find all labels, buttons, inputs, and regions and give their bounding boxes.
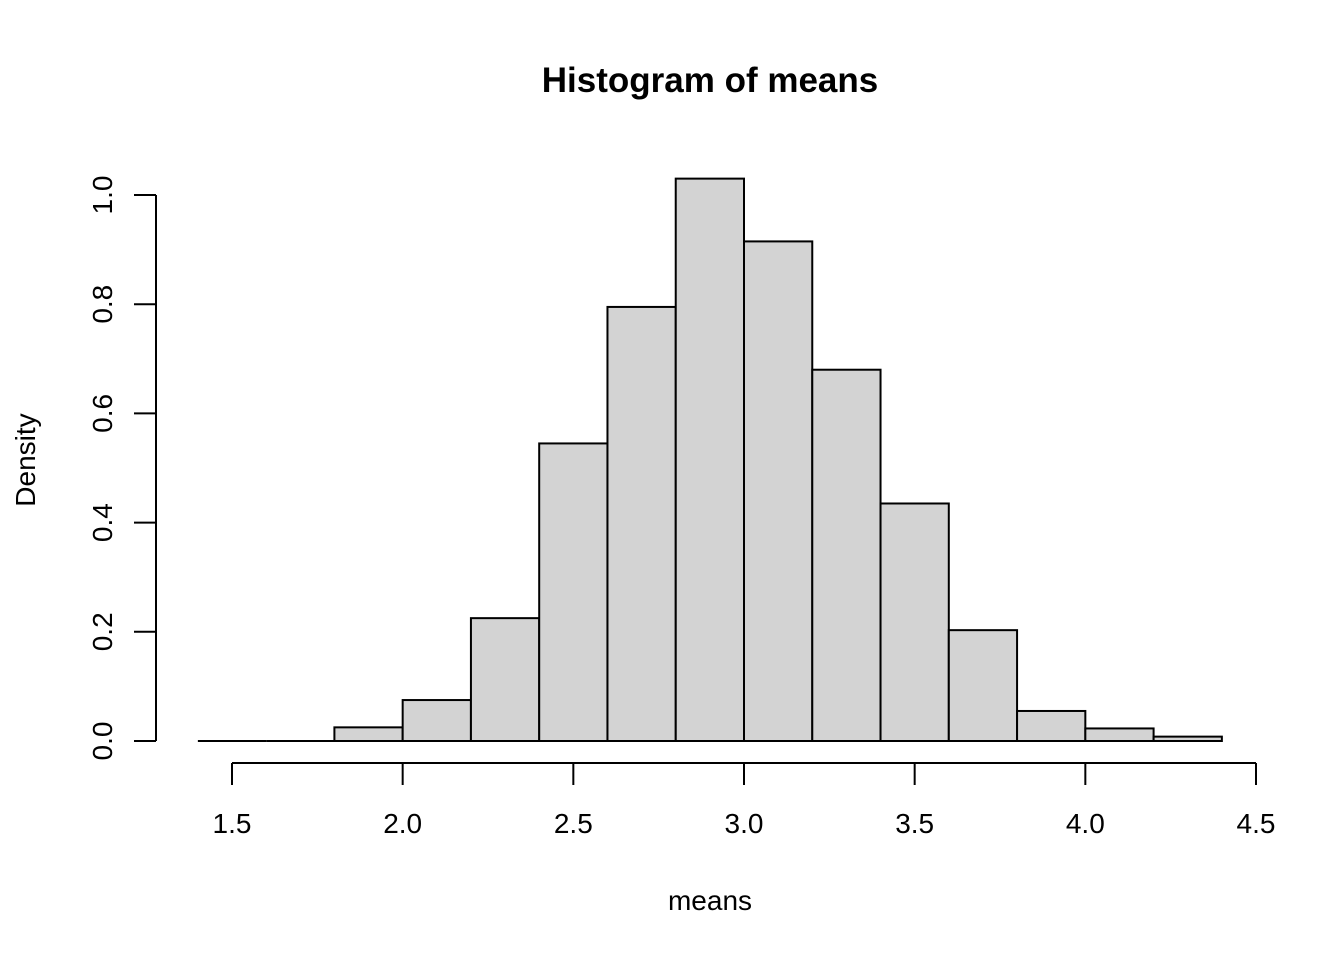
bars-group [197,177,1223,743]
x-tick-label-6: 4.5 [1237,808,1276,839]
histogram-bar-9 [811,368,882,742]
histogram-bar-7 [674,177,746,742]
y-tick-label-5: 1.0 [87,176,118,215]
x-axis: 1.5 2.0 2.5 3.0 3.5 4.0 4.5 [213,762,1276,839]
histogram-bar-8 [743,240,814,742]
histogram-bar-14 [1152,735,1223,743]
y-axis-label: Density [10,413,41,506]
x-tick-label-0: 1.5 [213,808,252,839]
histogram-bar-10 [879,502,950,742]
histogram-bar-2 [333,726,404,742]
y-axis: 0.0 0.2 0.4 0.6 0.8 1.0 [87,176,157,761]
histogram-bar-6 [606,305,677,742]
histogram-bar-12 [1016,709,1087,742]
histogram-bar-11 [947,629,1019,742]
x-tick-label-5: 4.0 [1066,808,1105,839]
histogram-bar-13 [1084,727,1155,743]
chart-title: Histogram of means [542,61,878,100]
x-tick-label-1: 2.0 [383,808,422,839]
x-tick-label-3: 3.0 [725,808,764,839]
histogram-bar-4 [469,617,541,743]
x-tick-label-4: 3.5 [895,808,934,839]
y-tick-label-0: 0.0 [87,722,118,761]
y-tick-label-4: 0.8 [87,285,118,324]
x-tick-label-2: 2.5 [554,808,593,839]
y-tick-label-3: 0.6 [87,394,118,433]
y-tick-label-2: 0.4 [87,503,118,542]
y-tick-label-1: 0.2 [87,612,118,651]
histogram-bar-3 [401,699,472,742]
x-axis-label: means [668,885,752,916]
histogram-bar-5 [538,442,609,742]
